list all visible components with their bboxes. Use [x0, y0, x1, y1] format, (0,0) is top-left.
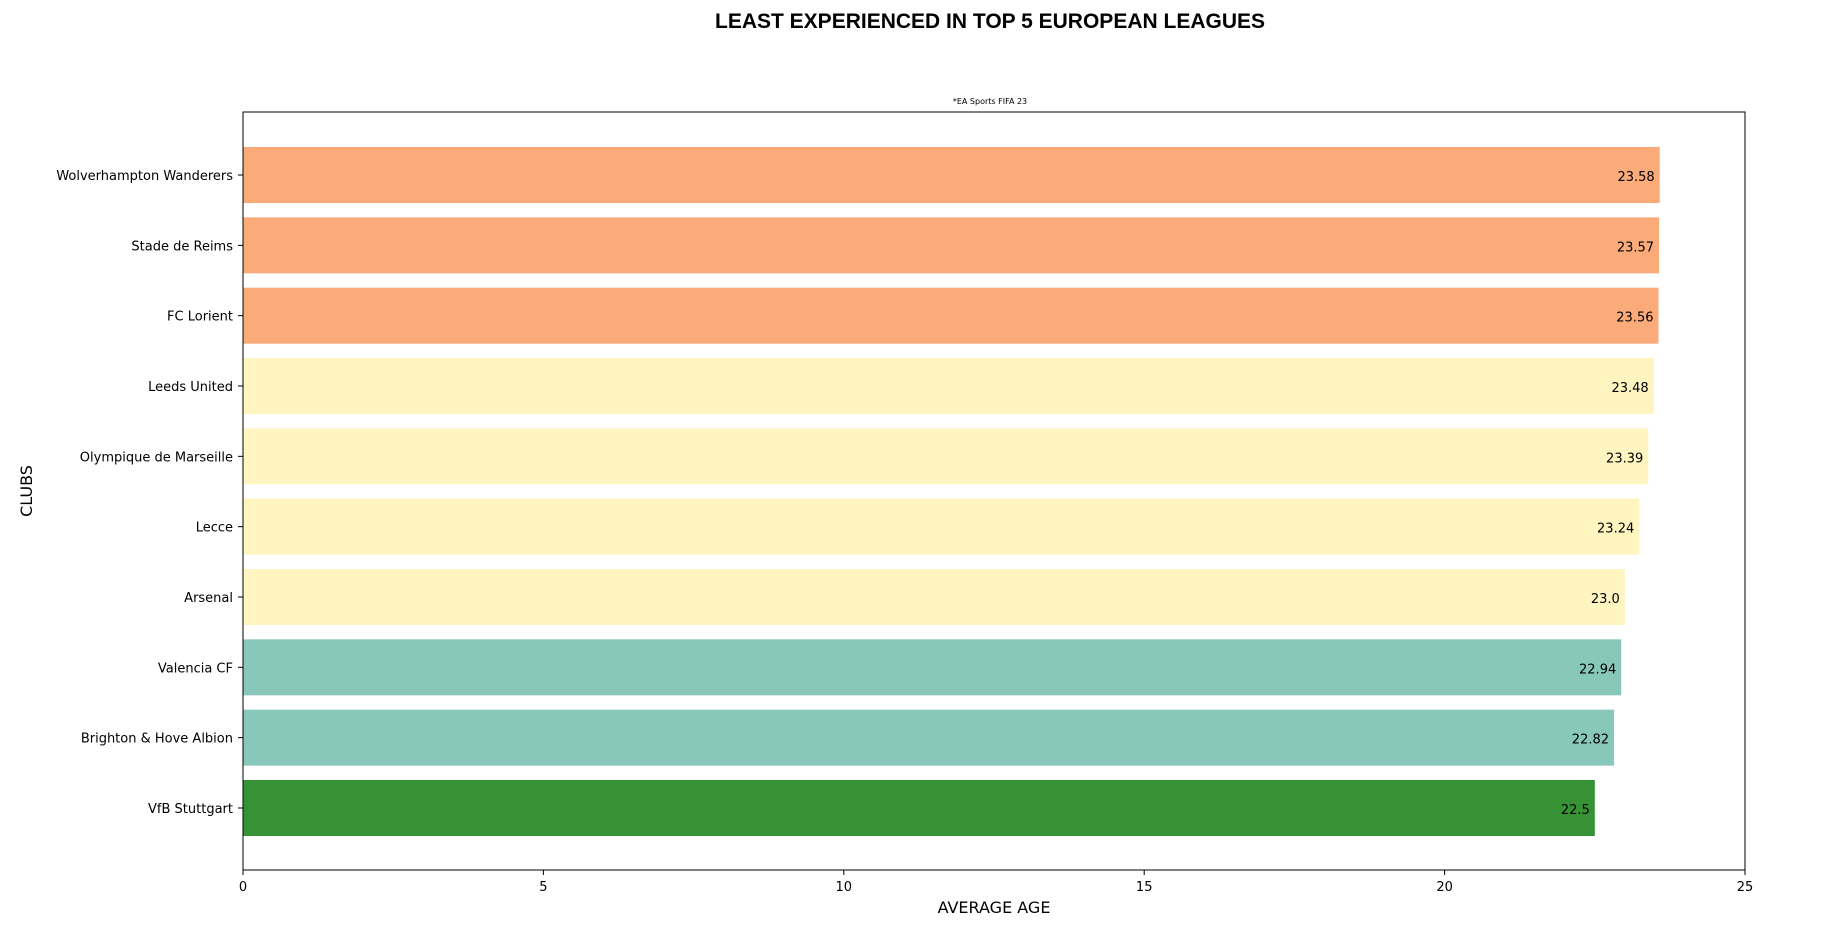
value-labels-layer: 23.58 23.57 23.56 23.48 23.39 23.24 23.0 22.94 2… — [1561, 170, 1655, 818]
y-tick-label: Leeds United — [148, 380, 233, 395]
bar-value-label: 23.24 — [1597, 522, 1634, 537]
y-tick-label: Brighton & Hove Albion — [81, 732, 233, 747]
bar — [243, 428, 1649, 485]
bar-value-label: 22.82 — [1572, 733, 1609, 748]
bar — [243, 639, 1622, 696]
bar-value-label: 23.39 — [1606, 451, 1643, 466]
bar — [243, 709, 1615, 766]
x-axis-label: AVERAGE AGE — [938, 898, 1051, 917]
bar-value-label: 22.5 — [1561, 803, 1590, 818]
y-tick-label: Lecce — [196, 521, 233, 536]
x-tick-label: 20 — [1436, 880, 1453, 895]
bar — [243, 780, 1595, 836]
y-tick-label: Arsenal — [184, 591, 233, 606]
y-tick-label: VfB Stuttgart — [148, 802, 233, 817]
x-tick-label: 15 — [1136, 880, 1153, 895]
plot-frame — [242, 111, 1746, 871]
bar — [243, 358, 1654, 414]
y-tick-label: FC Lorient — [167, 310, 233, 325]
bar — [243, 217, 1660, 274]
y-tick-label: Olympique de Marseille — [80, 450, 233, 465]
bar — [243, 498, 1640, 555]
y-tick-label: Stade de Reims — [131, 239, 233, 254]
bars-layer — [243, 147, 1660, 836]
chart-title: LEAST EXPERIENCED IN TOP 5 EUROPEAN LEAG… — [715, 10, 1265, 33]
bar-value-label: 23.57 — [1617, 240, 1654, 255]
chart-subtitle: *EA Sports FIFA 23 — [953, 97, 1027, 106]
bar-value-label: 23.58 — [1617, 170, 1654, 185]
bar-value-label: 23.0 — [1591, 592, 1620, 607]
y-axis-label: CLUBS — [17, 465, 36, 517]
bar-value-label: 22.94 — [1579, 662, 1616, 677]
x-tick-label: 25 — [1737, 880, 1754, 895]
bar — [243, 147, 1660, 203]
x-tick-label: 10 — [836, 880, 853, 895]
x-tick-label: 5 — [539, 880, 547, 895]
x-axis: 0 5 10 15 20 25 — [239, 870, 1753, 895]
bar-value-label: 23.48 — [1611, 381, 1648, 396]
bar — [243, 569, 1625, 625]
x-tick-label: 0 — [239, 880, 247, 895]
bar-value-label: 23.56 — [1616, 311, 1653, 326]
y-tick-label: Valencia CF — [158, 661, 233, 676]
y-tick-label: Wolverhampton Wanderers — [56, 169, 233, 184]
bar — [243, 287, 1659, 344]
y-axis: Wolverhampton Wanderers Stade de Reims FC … — [56, 169, 243, 817]
